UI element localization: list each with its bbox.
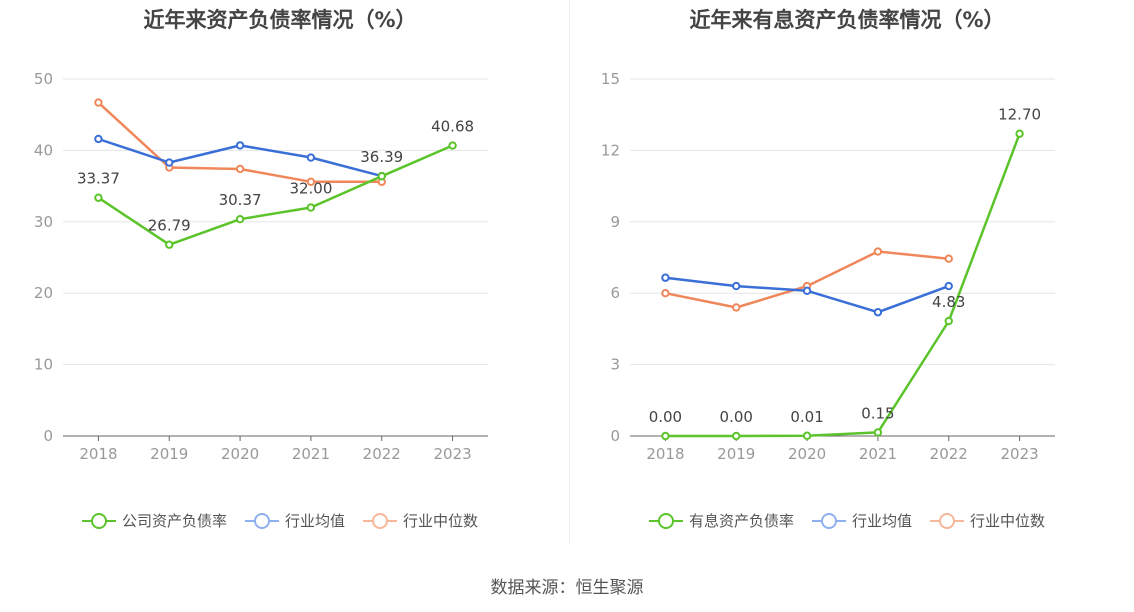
- y-tick-label: 0: [610, 427, 620, 445]
- x-tick-label: 2022: [930, 445, 968, 463]
- line-chart-plot: 0 10 20 30 40 50 2018 2019 2020 2021 2022 2023 33.37…: [34, 70, 488, 463]
- data-point: [732, 431, 741, 441]
- chart-panel-right: 近年来有息资产负债率情况（%） 0 3 6 9 12 15 2018 2019 2020 2021…: [567, 0, 1134, 560]
- legend-label: 行业均值: [851, 512, 912, 530]
- legend-item-industry-median[interactable]: 行业中位数: [363, 510, 478, 531]
- y-tick-label: 0: [43, 427, 53, 445]
- data-label: 33.37: [77, 170, 120, 188]
- data-point: [94, 193, 103, 202]
- y-tick-label: 6: [610, 284, 620, 302]
- chart-legend: 有息资产负债率 行业均值 行业中位数: [567, 510, 1127, 531]
- legend-label: 公司资产负债率: [121, 512, 227, 530]
- legend-item-company[interactable]: 公司资产负债率: [81, 510, 227, 531]
- y-tick-label: 12: [601, 141, 620, 159]
- data-label: 0.00: [649, 408, 682, 426]
- line-chart-plot: 0 3 6 9 12 15 2018 2019 2020 2021 2022 2023 0.00 0.00…: [601, 70, 1055, 463]
- chart-title: 近年来有息资产负债率情况（%）: [689, 8, 1005, 32]
- data-label: 36.39: [360, 148, 403, 166]
- data-source-note: 数据来源：恒生聚源: [490, 578, 644, 598]
- data-point: [165, 158, 174, 167]
- data-point: [94, 98, 103, 107]
- legend-label: 行业均值: [284, 512, 345, 530]
- data-label: 0.15: [861, 404, 894, 422]
- legend-item-interest-bearing[interactable]: 有息资产负债率: [648, 510, 794, 531]
- y-tick-label: 50: [34, 70, 53, 88]
- data-point: [306, 203, 316, 212]
- chart-title: 近年来资产负债率情况（%）: [143, 8, 417, 32]
- x-tick-label: 2018: [79, 445, 117, 463]
- data-label: 0.00: [720, 408, 753, 426]
- data-point: [661, 431, 670, 441]
- legend-line-icon: [648, 512, 683, 529]
- legend-line-icon: [930, 512, 964, 529]
- data-point: [873, 308, 883, 317]
- x-tick-label: 2023: [433, 445, 471, 463]
- data-point: [306, 177, 316, 187]
- y-tick-label: 10: [34, 356, 53, 374]
- legend-line-icon: [81, 512, 116, 529]
- series-line: [665, 250, 949, 309]
- y-tick-label: 40: [34, 141, 53, 159]
- legend-line-icon: [363, 512, 397, 529]
- data-label: 26.79: [148, 217, 191, 235]
- data-point: [732, 281, 741, 291]
- legend-line-icon: [244, 512, 279, 529]
- data-point: [448, 141, 457, 150]
- legend-label: 行业中位数: [970, 512, 1046, 530]
- legend-item-industry-average[interactable]: 行业均值: [811, 510, 912, 531]
- chart-legend: 公司资产负债率 行业均值 行业中位数: [0, 510, 560, 531]
- data-point: [802, 431, 812, 440]
- x-tick-label: 2018: [646, 445, 684, 463]
- data-point: [377, 171, 386, 181]
- data-point: [873, 428, 883, 437]
- x-tick-label: 2021: [859, 445, 897, 463]
- data-point: [306, 153, 316, 162]
- data-point: [661, 273, 670, 282]
- x-tick-label: 2023: [1000, 445, 1038, 463]
- y-tick-label: 20: [34, 284, 53, 302]
- data-point: [944, 316, 953, 326]
- y-tick-label: 15: [601, 70, 620, 88]
- data-point: [94, 134, 103, 144]
- data-point: [732, 303, 741, 312]
- data-label: 0.01: [790, 408, 823, 426]
- y-tick-label: 3: [610, 356, 620, 374]
- data-point: [944, 281, 953, 291]
- data-point: [873, 247, 883, 256]
- x-tick-label: 2020: [221, 445, 259, 463]
- series-line: [97, 144, 454, 246]
- chart-panel-left: 近年来资产负债率情况（%） 0 10 20 30 40 50 2018 2019 2020 202…: [0, 0, 567, 560]
- data-point: [235, 164, 245, 174]
- x-tick-label: 2021: [292, 445, 330, 463]
- legend-label: 行业中位数: [403, 512, 479, 530]
- data-point: [661, 289, 670, 298]
- x-tick-label: 2019: [717, 445, 755, 463]
- x-tick-label: 2019: [150, 445, 188, 463]
- data-label: 40.68: [431, 118, 474, 136]
- data-label: 12.70: [998, 106, 1041, 124]
- y-tick-label: 30: [34, 213, 53, 231]
- legend-item-industry-average[interactable]: 行业均值: [244, 510, 345, 531]
- x-tick-label: 2020: [788, 445, 826, 463]
- panel-divider: [569, 0, 570, 545]
- data-point: [235, 214, 245, 224]
- y-tick-label: 9: [610, 213, 620, 231]
- data-point: [165, 240, 174, 249]
- data-point: [802, 286, 812, 296]
- data-label: 30.37: [219, 191, 262, 209]
- legend-label: 有息资产负债率: [688, 512, 794, 530]
- x-tick-label: 2022: [363, 445, 401, 463]
- data-point: [1015, 129, 1024, 138]
- series-line: [665, 133, 1021, 438]
- data-label: 32.00: [289, 180, 332, 198]
- data-point: [235, 141, 245, 150]
- data-label: 4.83: [932, 293, 965, 311]
- data-point: [944, 254, 953, 263]
- legend-line-icon: [811, 512, 846, 529]
- legend-item-industry-median[interactable]: 行业中位数: [930, 510, 1045, 531]
